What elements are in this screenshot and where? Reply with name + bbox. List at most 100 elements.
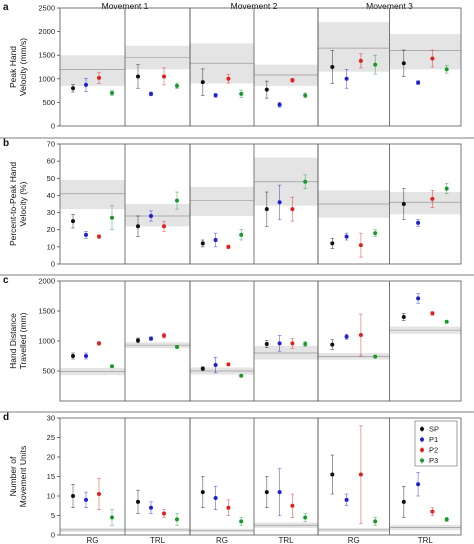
y-tick-label-b: 50 [47, 174, 55, 183]
data-point [226, 362, 231, 367]
data-point [239, 232, 244, 237]
reference-band [318, 22, 389, 72]
data-point [330, 342, 335, 347]
data-point [175, 83, 179, 88]
panel-letter-b: b [3, 138, 9, 149]
reference-band [60, 55, 125, 86]
data-point [303, 179, 308, 184]
data-point [84, 232, 88, 237]
data-point [344, 497, 349, 502]
y-tick-label-b: 70 [47, 140, 55, 149]
reference-band [60, 180, 125, 210]
data-point [277, 341, 282, 346]
data-point [175, 517, 179, 522]
column-title-3: Movement 3 [366, 1, 413, 11]
reference-band [125, 204, 190, 227]
y-tick-label-c: 2000 [38, 277, 55, 286]
data-point [97, 341, 101, 346]
data-point [162, 333, 166, 338]
column-title-2: Movement 2 [231, 1, 278, 11]
y-tick-label-d: 10 [47, 492, 55, 501]
data-point [444, 319, 449, 324]
legend-entry-SP: SP [429, 425, 439, 434]
data-point [330, 65, 335, 69]
y-tick-label-b: 60 [47, 157, 55, 166]
y-tick-label-b: 0 [51, 260, 55, 269]
data-point [213, 238, 218, 242]
data-point [149, 214, 153, 218]
y-tick-label-a: 1500 [38, 51, 55, 60]
data-point [290, 341, 295, 346]
data-point [277, 200, 282, 205]
y-tick-label-b: 20 [47, 225, 55, 234]
y-tick-label-a: 500 [42, 98, 55, 107]
column-frame [317, 143, 462, 265]
data-point [264, 207, 269, 212]
y-axis-label-a-1: Peak Hand [8, 46, 18, 88]
data-point [264, 87, 269, 92]
data-point [97, 492, 101, 497]
data-point [416, 80, 421, 85]
y-tick-label-d: 25 [47, 433, 55, 442]
data-point [416, 296, 421, 301]
data-point [373, 231, 378, 236]
data-point [401, 499, 406, 504]
data-point [149, 336, 153, 341]
data-point [213, 93, 218, 98]
data-point [430, 311, 435, 316]
data-point [71, 494, 75, 498]
column-frame [317, 280, 462, 402]
data-point [97, 75, 101, 80]
data-point [373, 519, 378, 524]
data-point [290, 78, 295, 83]
y-tick-label-b: 30 [47, 208, 55, 217]
data-point [200, 366, 205, 371]
data-point [175, 198, 179, 203]
data-point [149, 505, 153, 510]
y-axis-label-d-1: Number of [8, 456, 18, 496]
data-point [239, 519, 244, 524]
legend-marker [420, 437, 424, 442]
legend-entry-P3: P3 [429, 456, 438, 465]
data-point [330, 241, 335, 246]
data-point [110, 215, 114, 220]
data-point [162, 74, 166, 79]
data-point [358, 243, 363, 248]
data-point [290, 503, 295, 508]
data-point [136, 499, 140, 504]
data-point [401, 61, 406, 66]
data-point [430, 56, 435, 61]
data-point [239, 91, 244, 96]
data-point [303, 515, 308, 520]
data-point [110, 90, 114, 95]
data-point [373, 354, 378, 359]
data-point [226, 244, 231, 249]
data-point [84, 354, 88, 358]
legend-marker [420, 427, 424, 431]
data-point [213, 495, 218, 500]
data-point [136, 74, 140, 79]
data-point [226, 505, 231, 510]
data-point [136, 224, 140, 229]
data-point [97, 234, 101, 239]
data-point [330, 472, 335, 477]
data-point [264, 490, 269, 495]
data-point [226, 76, 231, 81]
column-frame [317, 417, 462, 536]
data-point [416, 482, 421, 487]
y-tick-label-b: 40 [47, 191, 55, 200]
data-point [277, 490, 282, 495]
data-point [110, 364, 114, 369]
legend-marker [420, 448, 424, 452]
data-point [162, 224, 166, 229]
y-tick-label-d: 5 [51, 511, 55, 520]
data-point [264, 342, 269, 346]
y-tick-label-d: 20 [47, 453, 55, 462]
y-tick-label-c: 1000 [38, 337, 55, 346]
data-point [401, 202, 406, 206]
data-point [416, 220, 421, 225]
y-tick-label-c: 500 [42, 367, 55, 376]
reference-band [390, 192, 461, 215]
x-group-label-RG: RG [87, 536, 99, 544]
data-point [444, 517, 449, 522]
